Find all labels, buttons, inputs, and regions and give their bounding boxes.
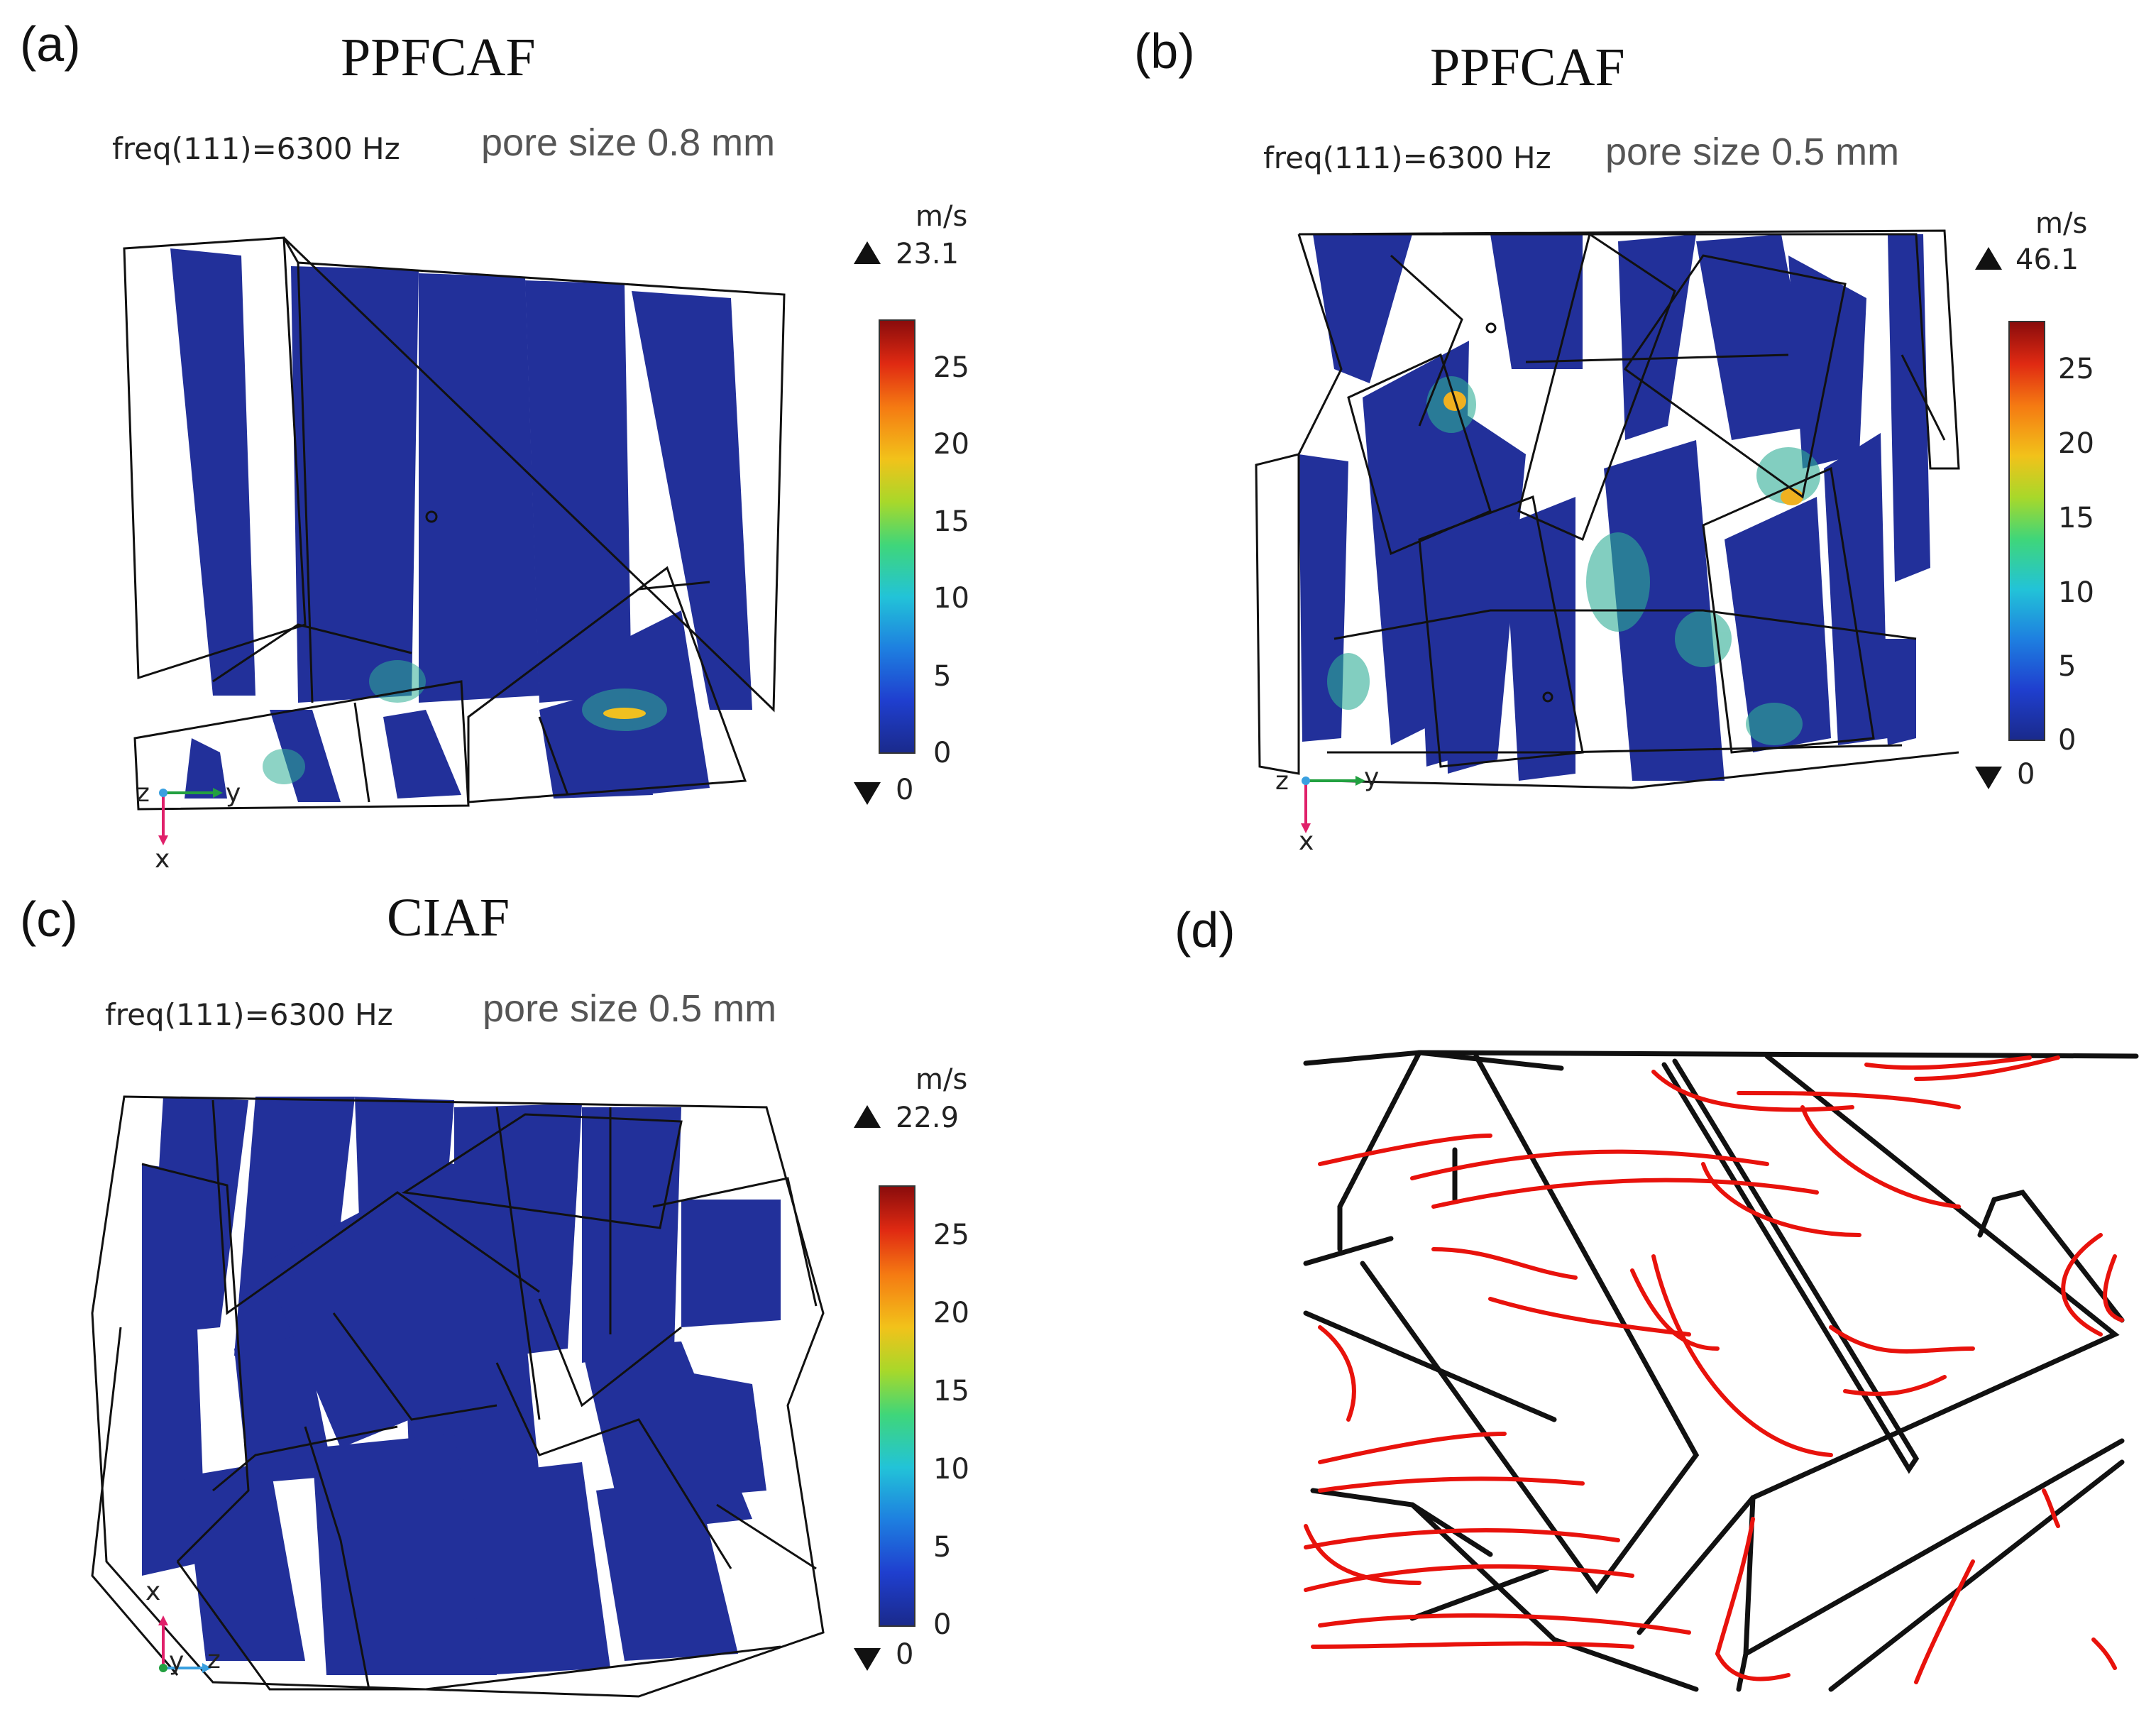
panel-label-a: (a): [20, 16, 81, 72]
min-arrow-icon-b: [1975, 767, 2002, 789]
colorbar-max-a: 23.1: [896, 238, 959, 270]
max-arrow-icon-a: [854, 241, 881, 264]
panel-title-c: CIAF: [387, 888, 510, 948]
max-arrow-icon-b: [1975, 247, 2002, 270]
colorbar-tick-a-10: 10: [933, 582, 969, 615]
panel-title-a: PPFCAF: [341, 28, 536, 87]
colorbar-tick-b-10: 10: [2058, 576, 2094, 609]
max-arrow-icon-c: [854, 1105, 881, 1128]
velocity-field-render-c: [91, 1095, 825, 1698]
colorbar-tick-a-25: 25: [933, 351, 969, 384]
pore-size-label-b: pore size 0.5 mm: [1605, 131, 1900, 173]
colorbar-tick-b-5: 5: [2058, 650, 2077, 683]
min-arrow-icon-c: [854, 1648, 881, 1671]
min-arrow-icon-a: [854, 782, 881, 805]
freq-label-b: freq(111)=6300 Hz: [1263, 141, 1551, 175]
panel-title-b: PPFCAF: [1430, 38, 1625, 97]
colorbar-tick-a-0: 0: [933, 737, 952, 769]
colorbar-min-a: 0: [896, 774, 914, 806]
colorbar-tick-c-15: 15: [933, 1375, 969, 1408]
axis-label-z-c: z: [207, 1645, 221, 1674]
colorbar-tick-c-10: 10: [933, 1453, 969, 1486]
axis-label-z-a: z: [136, 779, 150, 808]
colorbar-tick-c-25: 25: [933, 1219, 969, 1251]
colorbar-tick-a-15: 15: [933, 505, 969, 538]
colorbar-tick-b-0: 0: [2058, 724, 2077, 757]
axis-triad-c: [158, 1615, 211, 1673]
colorbar-tick-b-25: 25: [2058, 353, 2094, 385]
axis-label-y-a: y: [226, 779, 241, 808]
freq-label-a: freq(111)=6300 Hz: [112, 131, 400, 166]
velocity-field-render-b: [1255, 229, 1960, 789]
colorbar-unit-b: m/s: [2035, 207, 2088, 240]
panel-label-c: (c): [20, 891, 78, 947]
colorbar-c: [879, 1185, 915, 1627]
axis-label-z-b: z: [1275, 767, 1289, 796]
colorbar-tick-c-5: 5: [933, 1531, 952, 1564]
axis-label-x-a: x: [155, 845, 170, 874]
freq-label-c: freq(111)=6300 Hz: [105, 997, 393, 1032]
colorbar-unit-c: m/s: [915, 1063, 968, 1096]
panel-label-b: (b): [1134, 23, 1195, 79]
colorbar-a: [879, 319, 915, 754]
axis-triad-a: [158, 788, 223, 845]
colorbar-max-b: 46.1: [2015, 243, 2079, 276]
colorbar-min-b: 0: [2017, 758, 2035, 791]
colorbar-max-c: 22.9: [896, 1102, 959, 1134]
colorbar-tick-c-0: 0: [933, 1608, 952, 1641]
pore-size-label-c: pore size 0.5 mm: [483, 987, 777, 1030]
axis-label-x-c: x: [145, 1577, 161, 1606]
axis-label-y-c: y: [169, 1647, 185, 1676]
colorbar-tick-c-20: 20: [933, 1297, 969, 1329]
axis-triad-b: [1301, 776, 1365, 833]
pore-size-label-a: pore size 0.8 mm: [481, 121, 776, 164]
colorbar-tick-a-5: 5: [933, 660, 952, 693]
colorbar-unit-a: m/s: [915, 200, 968, 233]
axis-label-y-b: y: [1364, 763, 1380, 792]
colorbar-min-c: 0: [896, 1638, 914, 1671]
velocity-field-render-a: [123, 236, 786, 811]
colorbar-tick-a-20: 20: [933, 428, 969, 461]
colorbar-b: [2008, 321, 2045, 741]
colorbar-tick-b-20: 20: [2058, 427, 2094, 460]
colorbar-tick-b-15: 15: [2058, 502, 2094, 534]
panel-label-d: (d): [1175, 902, 1236, 957]
axis-label-x-b: x: [1299, 827, 1314, 856]
